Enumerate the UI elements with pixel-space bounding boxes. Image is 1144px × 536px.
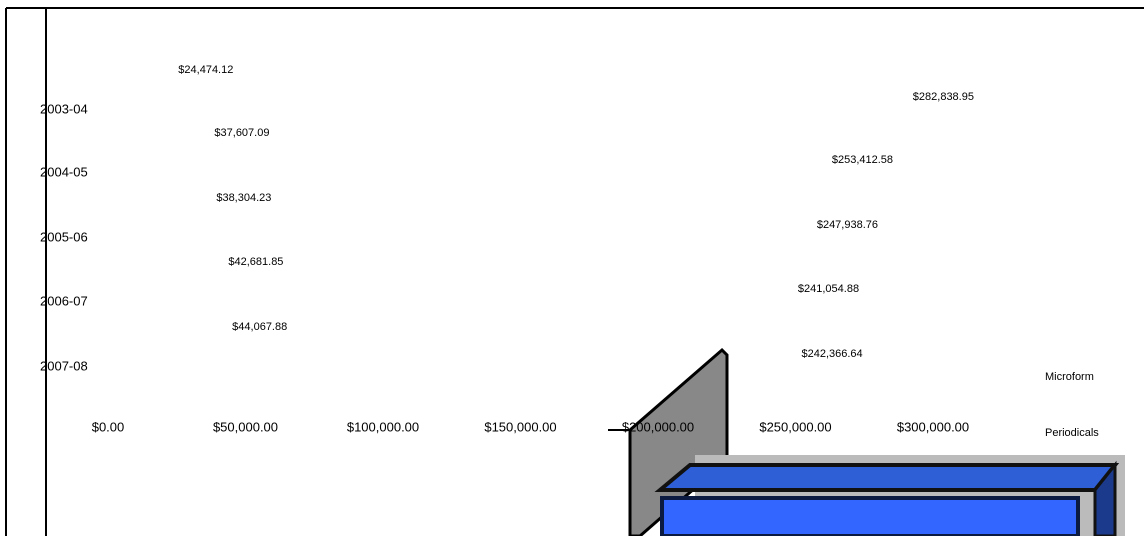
value-label: $37,607.09	[214, 127, 269, 139]
y-tick-label: 2005-06	[40, 229, 88, 244]
x-tick-label: $150,000.00	[484, 419, 556, 434]
value-label: $44,067.88	[232, 321, 287, 333]
x-tick-label: $50,000.00	[213, 419, 278, 434]
value-label: $242,366.64	[802, 348, 863, 360]
y-tick-label: 2007-08	[40, 358, 88, 373]
y-tick-label: 2003-04	[40, 101, 88, 116]
x-tick-label: $250,000.00	[759, 419, 831, 434]
x-tick-label: $100,000.00	[347, 419, 419, 434]
x-tick-label: $300,000.00	[897, 419, 969, 434]
value-label: $241,054.88	[798, 283, 859, 295]
value-label: $247,938.76	[817, 219, 878, 231]
value-label: $24,474.12	[178, 64, 233, 76]
value-label: $253,412.58	[832, 154, 893, 166]
x-tick-label: $200,000.00	[622, 419, 694, 434]
value-label: $282,838.95	[913, 91, 974, 103]
y-tick-label: 2004-05	[40, 164, 88, 179]
legend-label: Microform	[1045, 371, 1094, 383]
x-tick-label: $0.00	[92, 419, 125, 434]
artifact	[608, 347, 1125, 536]
value-label: $38,304.23	[216, 192, 271, 204]
value-label: $42,681.85	[228, 256, 283, 268]
y-tick-label: 2006-07	[40, 293, 88, 308]
legend-label: Periodicals	[1045, 427, 1099, 439]
